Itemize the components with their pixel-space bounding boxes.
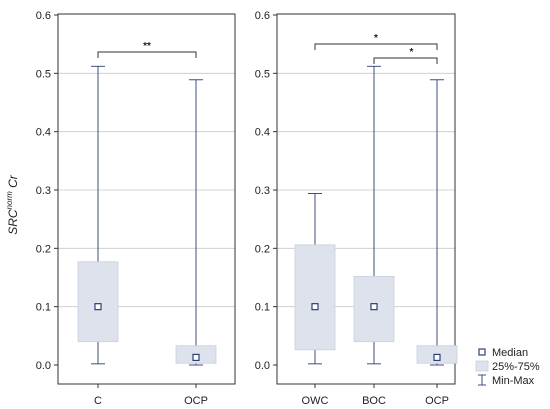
bracket-line [373, 57, 438, 64]
box-ocp: OCP [175, 79, 217, 407]
y-tick-label: 0.0 [255, 360, 270, 372]
y-tick-label: 0.5 [255, 68, 270, 80]
y-tick-label: 0.2 [255, 243, 270, 255]
significance-label: * [374, 33, 378, 44]
iqr-box [294, 244, 336, 351]
y-axis-label-superscript: norm [5, 191, 14, 210]
x-tick-label: BOC [362, 395, 386, 407]
y-tick-label: 0.4 [255, 127, 270, 139]
y-tick-label: 0.1 [255, 302, 270, 314]
significance-bracket: * [373, 47, 438, 64]
significance-label: ** [143, 41, 151, 52]
y-tick-label: 0.2 [36, 243, 51, 255]
significance-bracket: * [314, 33, 438, 50]
x-tick-label: C [94, 395, 102, 407]
box-c: C [77, 65, 119, 407]
bracket-line [97, 51, 197, 58]
y-tick-label: 0.6 [255, 10, 270, 22]
legend-label: Min-Max [492, 375, 535, 387]
y-tick-label: 0.0 [36, 360, 51, 372]
legend-item-median: Median [478, 347, 528, 359]
y-tick-label: 0.3 [255, 185, 270, 197]
x-tick-label: OCP [425, 395, 449, 407]
median-marker [433, 353, 441, 362]
y-tick-label: 0.1 [36, 302, 51, 314]
plot-frame [57, 13, 236, 385]
box-ocp: OCP [416, 79, 458, 407]
y-axis-label-main: SRC [6, 209, 20, 235]
median-marker [311, 303, 319, 311]
legend-item-box: 25%-75% [475, 360, 540, 373]
legend-box-swatch [475, 360, 489, 372]
panel-1: 0.0 0.1 0.2 0.3 0.4 0.5 0.6 C OCP ** [36, 10, 236, 407]
median-marker [370, 303, 378, 311]
legend: Median 25%-75% Min-Max [475, 347, 540, 387]
plot-frame [276, 13, 456, 385]
y-tick-label: 0.6 [36, 10, 51, 22]
bracket-line [314, 43, 438, 50]
x-tick-label: OWC [302, 395, 329, 407]
y-tick-label: 0.5 [36, 68, 51, 80]
x-tick-label: OCP [184, 395, 208, 407]
box-boc: BOC [353, 65, 395, 407]
y-tick-label: 0.3 [36, 185, 51, 197]
y-axis-label-tail: Cr [6, 174, 20, 191]
median-marker [94, 303, 102, 311]
legend-label: Median [492, 347, 528, 359]
legend-item-whisker: Min-Max [478, 374, 535, 387]
significance-bracket: ** [97, 41, 197, 58]
y-axis-label: SRCnorm Cr [5, 174, 20, 235]
y-tick-label: 0.4 [36, 127, 51, 139]
legend-median-marker [478, 348, 486, 356]
iqr-box [77, 261, 119, 343]
median-marker [192, 353, 200, 362]
legend-label: 25%-75% [492, 361, 540, 373]
significance-label: * [410, 47, 414, 58]
box-owc: OWC [294, 193, 336, 407]
panel-2: 0.0 0.1 0.2 0.3 0.4 0.5 0.6 OWC BOC OCP * * [255, 10, 458, 407]
